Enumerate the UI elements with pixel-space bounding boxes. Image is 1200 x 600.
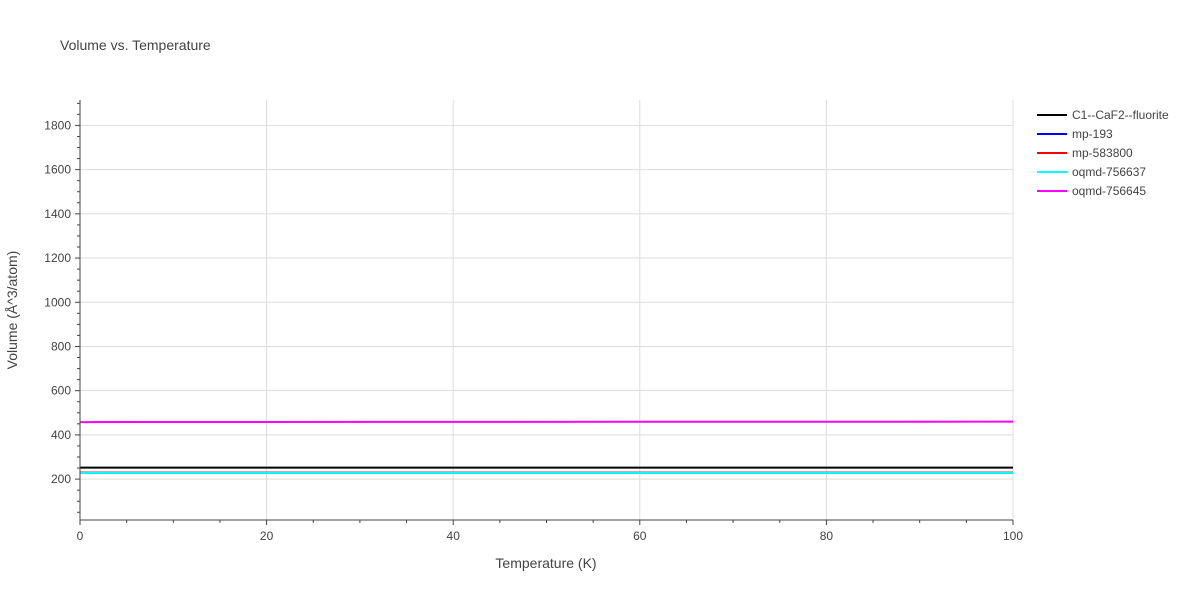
axes [75, 100, 1014, 525]
legend-item[interactable]: mp-193 [1037, 127, 1113, 141]
x-axis-ticks: 0 20 40 60 80 100 [77, 529, 1024, 543]
grid [80, 100, 1014, 520]
x-tick-label: 60 [633, 529, 647, 543]
legend-label: C1--CaF2--fluorite [1072, 108, 1169, 122]
legend-label: mp-193 [1072, 127, 1113, 141]
legend-item[interactable]: oqmd-756645 [1037, 184, 1146, 198]
y-axis-ticks: 200 400 600 800 1000 1200 1400 1600 1800 [44, 118, 71, 486]
y-tick-label: 1600 [44, 163, 71, 177]
legend-label: mp-583800 [1072, 146, 1133, 160]
legend-label: oqmd-756645 [1072, 184, 1146, 198]
y-tick-label: 200 [51, 472, 71, 486]
y-tick-label: 400 [51, 428, 71, 442]
legend-label: oqmd-756637 [1072, 165, 1146, 179]
x-axis-title: Temperature (K) [495, 555, 596, 571]
y-tick-label: 800 [51, 339, 71, 353]
chart-title: Volume vs. Temperature [60, 37, 211, 53]
y-tick-label: 1400 [44, 207, 71, 221]
x-tick-label: 100 [1003, 529, 1023, 543]
series-layer [79, 420, 1014, 474]
legend-item[interactable]: C1--CaF2--fluorite [1037, 108, 1169, 122]
legend-item[interactable]: oqmd-756637 [1037, 165, 1146, 179]
legend-item[interactable]: mp-583800 [1037, 146, 1133, 160]
y-tick-label: 1000 [44, 295, 71, 309]
y-tick-label: 1800 [44, 118, 71, 132]
x-tick-label: 20 [260, 529, 274, 543]
y-axis-title: Volume (Å^3/atom) [4, 251, 20, 370]
x-tick-label: 80 [820, 529, 834, 543]
y-tick-label: 600 [51, 384, 71, 398]
x-tick-label: 0 [77, 529, 84, 543]
legend[interactable]: C1--CaF2--fluorite mp-193 mp-583800 oqmd-75… [1037, 108, 1169, 198]
y-tick-label: 1200 [44, 251, 71, 265]
x-tick-label: 40 [447, 529, 461, 543]
